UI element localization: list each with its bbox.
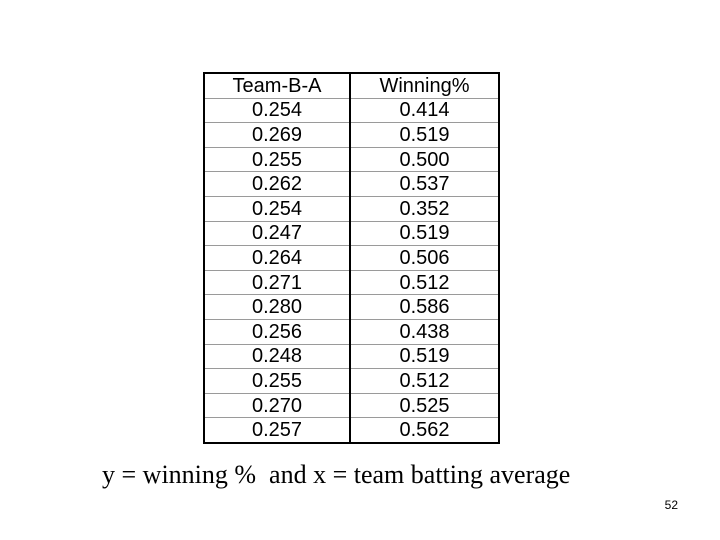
cell-winning-percent: 0.525 — [349, 392, 500, 419]
table-row: 0.254 0.414 — [203, 97, 500, 124]
table-row: 0.255 0.500 — [203, 146, 500, 173]
data-table: Team-B-A Winning% 0.254 0.414 0.269 0.519 0.… — [203, 71, 500, 444]
cell-team-batting-average: 0.247 — [203, 220, 351, 247]
table-row: 0.254 0.352 — [203, 195, 500, 222]
table-row: 0.280 0.586 — [203, 294, 500, 320]
cell-winning-percent: 0.519 — [349, 343, 500, 370]
table-row: 0.264 0.506 — [203, 245, 500, 271]
table-row: 0.248 0.519 — [203, 343, 500, 370]
cell-team-batting-average: 0.271 — [203, 269, 351, 296]
table-row: 0.256 0.438 — [203, 318, 500, 345]
table-row: 0.262 0.537 — [203, 171, 500, 197]
table-row: 0.257 0.562 — [203, 417, 500, 444]
slide-number: 52 — [664, 498, 678, 512]
table-row: 0.271 0.512 — [203, 269, 500, 296]
cell-team-batting-average: 0.255 — [203, 146, 351, 173]
caption: y = winning % and x = team batting avera… — [102, 460, 571, 489]
cell-winning-percent: 0.414 — [349, 97, 500, 124]
cell-team-batting-average: 0.255 — [203, 368, 351, 394]
cell-team-batting-average: 0.264 — [203, 245, 351, 271]
cell-winning-percent: 0.512 — [349, 368, 500, 394]
table-row: 0.255 0.512 — [203, 368, 500, 394]
cell-winning-percent: 0.537 — [349, 171, 500, 197]
cell-winning-percent: 0.500 — [349, 146, 500, 173]
cell-team-batting-average: 0.256 — [203, 318, 351, 345]
cell-winning-percent: 0.586 — [349, 294, 500, 320]
table-row: 0.269 0.519 — [203, 122, 500, 148]
table-row: 0.270 0.525 — [203, 392, 500, 419]
cell-winning-percent: 0.512 — [349, 269, 500, 296]
cell-winning-percent: 0.506 — [349, 245, 500, 271]
cell-winning-percent: 0.519 — [349, 220, 500, 247]
column-header-winning-percent: Winning% — [349, 71, 500, 99]
cell-team-batting-average: 0.262 — [203, 171, 351, 197]
cell-team-batting-average: 0.269 — [203, 122, 351, 148]
cell-team-batting-average: 0.254 — [203, 195, 351, 222]
cell-team-batting-average: 0.270 — [203, 392, 351, 419]
cell-winning-percent: 0.438 — [349, 318, 500, 345]
cell-winning-percent: 0.519 — [349, 122, 500, 148]
table-header-row: Team-B-A Winning% — [203, 71, 500, 99]
cell-winning-percent: 0.562 — [349, 417, 500, 444]
cell-team-batting-average: 0.248 — [203, 343, 351, 370]
cell-team-batting-average: 0.254 — [203, 97, 351, 124]
cell-team-batting-average: 0.280 — [203, 294, 351, 320]
table-row: 0.247 0.519 — [203, 220, 500, 247]
cell-winning-percent: 0.352 — [349, 195, 500, 222]
cell-team-batting-average: 0.257 — [203, 417, 351, 444]
column-header-team-batting-average: Team-B-A — [203, 71, 351, 99]
